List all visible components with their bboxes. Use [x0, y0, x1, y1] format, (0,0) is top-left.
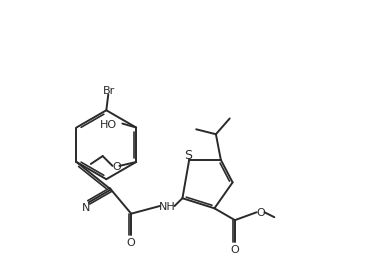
Text: O: O [127, 237, 136, 247]
Text: O: O [256, 208, 265, 217]
Text: S: S [184, 149, 192, 162]
Text: N: N [82, 202, 90, 212]
Text: NH: NH [159, 201, 176, 211]
Text: O: O [231, 244, 239, 254]
Text: HO: HO [100, 119, 117, 129]
Text: Br: Br [103, 85, 115, 95]
Text: O: O [112, 161, 121, 171]
